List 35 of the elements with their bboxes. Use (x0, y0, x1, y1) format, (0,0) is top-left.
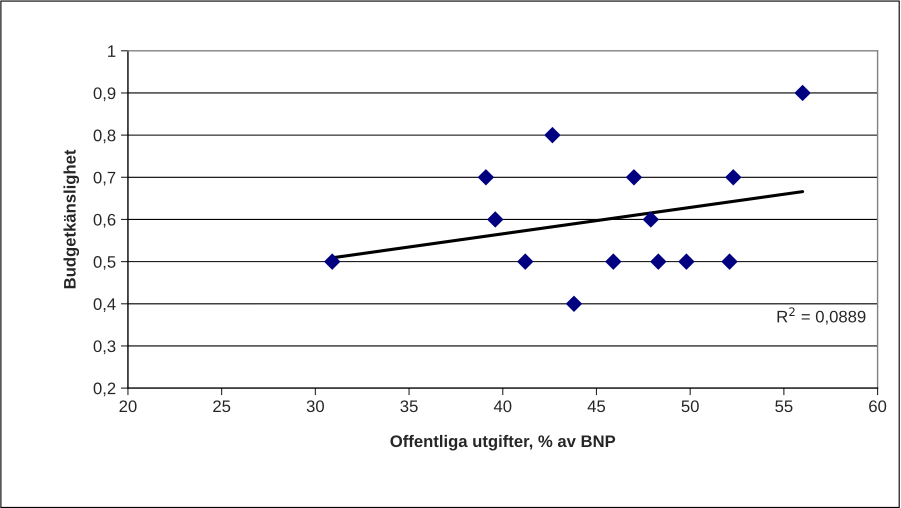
y-tick-label: 0,6 (94, 214, 116, 228)
point (478, 169, 494, 186)
y-tick-label: 0,8 (94, 130, 116, 144)
x-tick-label: 40 (494, 400, 512, 412)
y-axis-title: Budgetkänslighet (63, 150, 80, 288)
point (794, 84, 811, 102)
point (626, 169, 642, 186)
annotation: R$^{2}$ = 0,0889 (778, 307, 866, 324)
x-tick-label: 30 (306, 400, 324, 412)
y-tick-label: 0,4 (94, 298, 116, 312)
point (544, 126, 561, 144)
x-axis-title: Offentliga utgifter, % av BNP (390, 434, 616, 451)
x-tick-label: 35 (400, 400, 418, 412)
y-tick-label: 0,2 (94, 382, 116, 396)
point (487, 211, 504, 228)
point (725, 169, 742, 186)
y-tick-label: 0,5 (94, 256, 116, 270)
y-tick-label: 1 (108, 45, 116, 57)
x-tick-label: 20 (120, 400, 137, 412)
point (650, 253, 667, 270)
point (642, 211, 660, 228)
x-tick-label: 60 (869, 400, 886, 412)
y-tick-label: 0,3 (94, 340, 116, 354)
point (517, 253, 534, 270)
y-tick-label: 0,7 (94, 172, 116, 186)
y-tick-label: 0,9 (94, 87, 116, 102)
point (678, 253, 695, 270)
point (721, 253, 738, 270)
x-tick-label: 45 (588, 400, 606, 412)
x-tick-label: 25 (213, 400, 230, 412)
x-tick-label: 50 (682, 400, 699, 412)
point (566, 296, 582, 312)
point (605, 253, 622, 270)
x-tick-label: 55 (775, 400, 792, 412)
point (324, 253, 340, 270)
